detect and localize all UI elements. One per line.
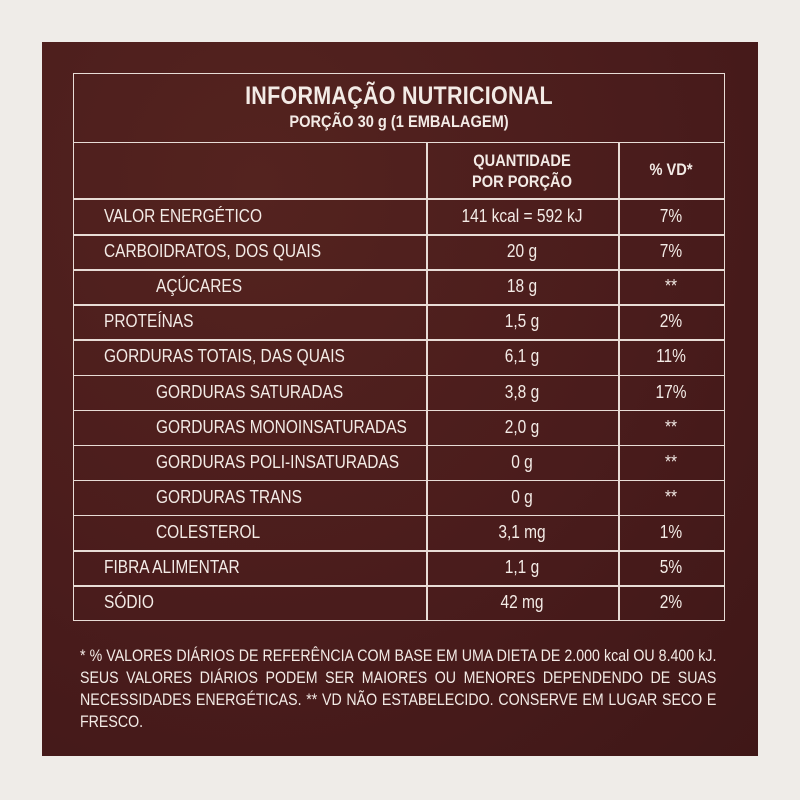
row-divider [74, 550, 724, 552]
label-panel [42, 42, 758, 756]
table-row: VALOR ENERGÉTICO 141 kcal = 592 kJ 7% [74, 199, 724, 234]
nutrient-vd: 7% [659, 241, 683, 262]
nutrient-name: GORDURAS MONOINSATURADAS [156, 416, 407, 437]
nutrition-table: INFORMAÇÃO NUTRICIONAL PORÇÃO 30 g (1 EM… [73, 73, 725, 621]
nutrient-name: GORDURAS POLI-INSATURADAS [156, 451, 400, 472]
row-divider [74, 585, 724, 587]
nutrient-vd: 5% [659, 557, 683, 577]
nutrient-vd: 17% [655, 381, 687, 402]
portion-size: PORÇÃO 30 g (1 EMBALAGEM) [289, 112, 509, 131]
nutrient-vd: ** [664, 276, 678, 297]
nutrient-quantity: 18 g [506, 276, 538, 297]
nutrient-quantity: 6,1 g [504, 346, 540, 367]
row-divider [74, 339, 724, 341]
row-divider [74, 269, 724, 271]
nutrient-quantity: 141 kcal = 592 kJ [461, 206, 583, 226]
nutrient-vd: ** [664, 451, 678, 472]
vd-header: % VD* [649, 160, 693, 179]
footnote-line-3: NECESSIDADES ENERGÉTICAS. ** VD NÃO ESTA… [80, 691, 717, 731]
table-row: GORDURAS SATURADAS 3,8 g 17% [74, 375, 724, 410]
column-divider [618, 142, 620, 620]
table-row: GORDURAS POLI-INSATURADAS 0 g ** [74, 445, 724, 480]
row-divider [74, 444, 724, 447]
row-divider [74, 304, 724, 306]
quantity-header-line2: POR PORÇÃO [472, 172, 572, 191]
footnote-line-1: * % VALORES DIÁRIOS DE REFERÊNCIA COM BA… [80, 647, 717, 665]
nutrient-vd: ** [664, 486, 678, 507]
nutrient-vd: 1% [659, 521, 683, 542]
row-divider [74, 479, 724, 482]
table-row: AÇÚCARES 18 g ** [74, 269, 724, 304]
nutrient-vd: 7% [659, 206, 683, 226]
nutrient-name: GORDURAS SATURADAS [156, 381, 344, 402]
table-row: CARBOIDRATOS, DOS QUAIS 20 g 7% [74, 234, 724, 269]
nutrient-quantity: 42 mg [500, 592, 544, 613]
row-divider [74, 234, 724, 236]
nutrient-vd: ** [664, 416, 678, 437]
footnote: * % VALORES DIÁRIOS DE REFERÊNCIA COM BA… [80, 645, 716, 733]
nutrient-vd: 11% [656, 346, 686, 367]
nutrient-quantity: 3,8 g [504, 381, 540, 402]
nutrient-quantity: 0 g [511, 451, 533, 472]
quantity-header-line1: QUANTIDADE [473, 151, 571, 170]
nutrient-quantity: 1,1 g [504, 557, 540, 577]
nutrient-name: SÓDIO [104, 592, 154, 613]
row-divider [74, 514, 724, 517]
nutrient-name: COLESTEROL [156, 521, 261, 542]
footnote-line-2: SEUS VALORES DIÁRIOS PODEM SER MAIORES O… [80, 669, 717, 687]
row-divider [74, 198, 724, 200]
nutrient-quantity: 0 g [511, 486, 533, 507]
table-row: SÓDIO 42 mg 2% [74, 585, 724, 620]
nutrient-quantity: 2,0 g [504, 416, 540, 437]
nutrient-name: GORDURAS TRANS [156, 486, 302, 507]
nutrient-name: PROTEÍNAS [104, 311, 194, 332]
table-header: INFORMAÇÃO NUTRICIONAL PORÇÃO 30 g (1 EM… [74, 74, 724, 143]
table-row: PROTEÍNAS 1,5 g 2% [74, 304, 724, 339]
nutrient-quantity: 3,1 mg [498, 521, 546, 542]
table-title: INFORMAÇÃO NUTRICIONAL [245, 82, 553, 110]
quantity-header: QUANTIDADE POR PORÇÃO [439, 150, 604, 192]
nutrient-name: VALOR ENERGÉTICO [104, 206, 262, 226]
table-row: FIBRA ALIMENTAR 1,1 g 5% [74, 550, 724, 585]
row-divider [74, 374, 724, 376]
nutrient-name: FIBRA ALIMENTAR [104, 557, 240, 577]
nutrient-vd: 2% [659, 311, 683, 332]
nutrient-quantity: 20 g [506, 241, 538, 262]
row-divider [74, 409, 724, 412]
nutrient-name: AÇÚCARES [156, 276, 243, 297]
table-row: COLESTEROL 3,1 mg 1% [74, 515, 724, 550]
nutrient-vd: 2% [659, 592, 683, 613]
table-row: GORDURAS TOTAIS, DAS QUAIS 6,1 g 11% [74, 339, 724, 374]
column-divider [426, 142, 428, 620]
nutrient-name: GORDURAS TOTAIS, DAS QUAIS [104, 346, 345, 367]
table-row: GORDURAS MONOINSATURADAS 2,0 g ** [74, 410, 724, 445]
nutrient-quantity: 1,5 g [504, 311, 540, 332]
nutrient-name: CARBOIDRATOS, DOS QUAIS [104, 241, 322, 262]
table-row: GORDURAS TRANS 0 g ** [74, 480, 724, 515]
